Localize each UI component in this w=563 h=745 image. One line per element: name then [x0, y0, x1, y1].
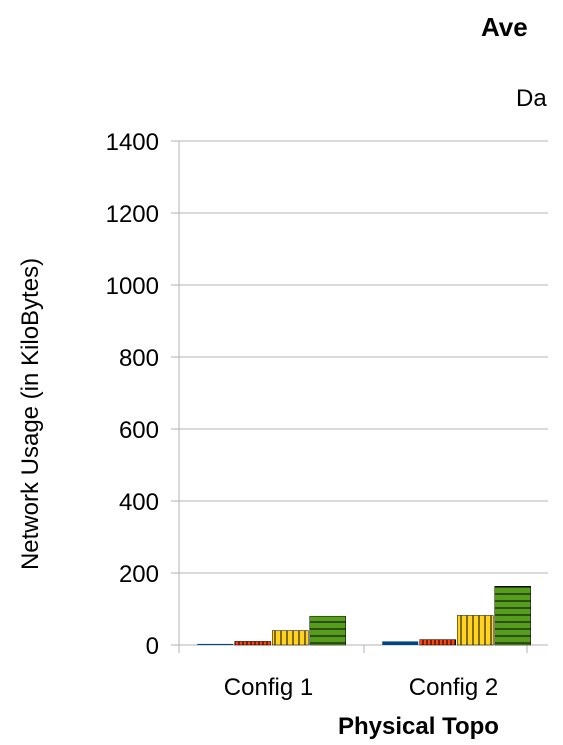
gridlines: [179, 140, 548, 574]
chart-title: Ave: [481, 12, 528, 42]
y-tick-label: 200: [119, 561, 159, 588]
axes: [171, 140, 548, 653]
y-tick-label: 1400: [106, 129, 159, 156]
bar-2-4: [494, 586, 531, 646]
bar-1-3: [272, 630, 309, 646]
x-tick-label: Config 1: [224, 674, 313, 701]
bar-2-2: [419, 639, 456, 646]
bar-1-4: [309, 615, 346, 646]
y-tick-label: 800: [119, 345, 159, 372]
y-axis-label: Network Usage (in KiloBytes): [17, 258, 44, 570]
x-axis-label: Physical Topo: [338, 713, 499, 740]
y-tick-label: 600: [119, 417, 159, 444]
chart-subtitle: Da: [516, 85, 547, 112]
x-tick-label: Config 2: [409, 674, 498, 701]
y-tick-label: 0: [146, 633, 159, 660]
bar-2-3: [457, 615, 494, 646]
tick-labels: 0 200 400 600 800 1000 1200 1400 Config 1 Config …: [106, 129, 499, 701]
y-tick-label: 1200: [106, 201, 159, 228]
y-tick-label: 400: [119, 489, 159, 516]
bar-2-1: [382, 641, 419, 645]
bars: [197, 586, 531, 646]
bar-1-2: [234, 641, 271, 646]
y-tick-label: 1000: [106, 273, 159, 300]
bar-1-1: [197, 643, 234, 645]
